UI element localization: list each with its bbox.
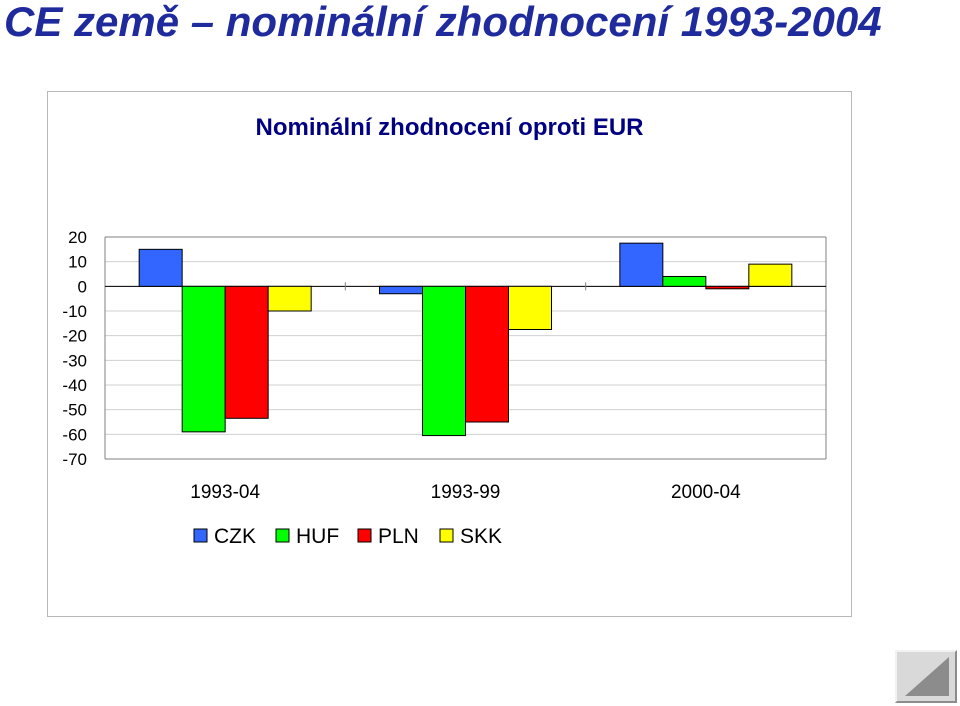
bar-skk <box>508 285 552 330</box>
x-tick-label: 1993-99 <box>431 482 501 503</box>
bar-skk <box>267 285 312 312</box>
legend-swatch-skk <box>439 528 454 543</box>
y-tick-label: -30 <box>62 351 87 370</box>
bar-skk <box>748 263 793 287</box>
bar-czk <box>619 242 664 287</box>
triangle-left-icon <box>905 657 949 696</box>
legend-label: PLN <box>378 525 419 548</box>
bar-pln <box>465 285 509 423</box>
bar-chart: 20 10 0 -10 -20 -30 -40 -50 -60 -70 1993-04 1993-99… <box>62 228 827 548</box>
back-button[interactable] <box>895 650 957 703</box>
y-tick-label: -10 <box>62 302 87 321</box>
x-tick-label: 2000-04 <box>671 482 741 503</box>
y-tick-label: -40 <box>62 376 87 395</box>
bar-huf <box>181 285 226 433</box>
y-tick-label: -60 <box>62 425 87 444</box>
y-tick-label: 20 <box>68 228 87 247</box>
bar-czk <box>138 248 183 287</box>
bar-czk <box>379 285 423 295</box>
bar-pln <box>705 285 750 290</box>
bar-pln <box>224 285 269 419</box>
y-tick-label: 0 <box>78 277 87 296</box>
legend-swatch-czk <box>193 528 208 543</box>
legend-label: SKK <box>460 525 502 548</box>
y-tick-label: -20 <box>62 327 87 346</box>
legend-swatch-pln <box>357 528 372 543</box>
legend-label: HUF <box>296 525 339 548</box>
bar-huf <box>662 275 707 287</box>
slide-title: CE země – nominální zhodnocení 1993-2004 <box>4 0 882 45</box>
y-tick-label: 10 <box>68 253 87 272</box>
bar-huf <box>422 285 466 437</box>
chart-frame: Nominální zhodnocení oproti EUR 20 10 0 -10… <box>47 91 852 617</box>
y-tick-label: -50 <box>62 401 87 420</box>
x-tick-label: 1993-04 <box>190 482 260 503</box>
legend-swatch-huf <box>275 528 290 543</box>
legend-label: CZK <box>214 525 256 548</box>
chart-title: Nominální zhodnocení oproti EUR <box>255 114 644 141</box>
y-tick-label: -70 <box>62 450 87 469</box>
